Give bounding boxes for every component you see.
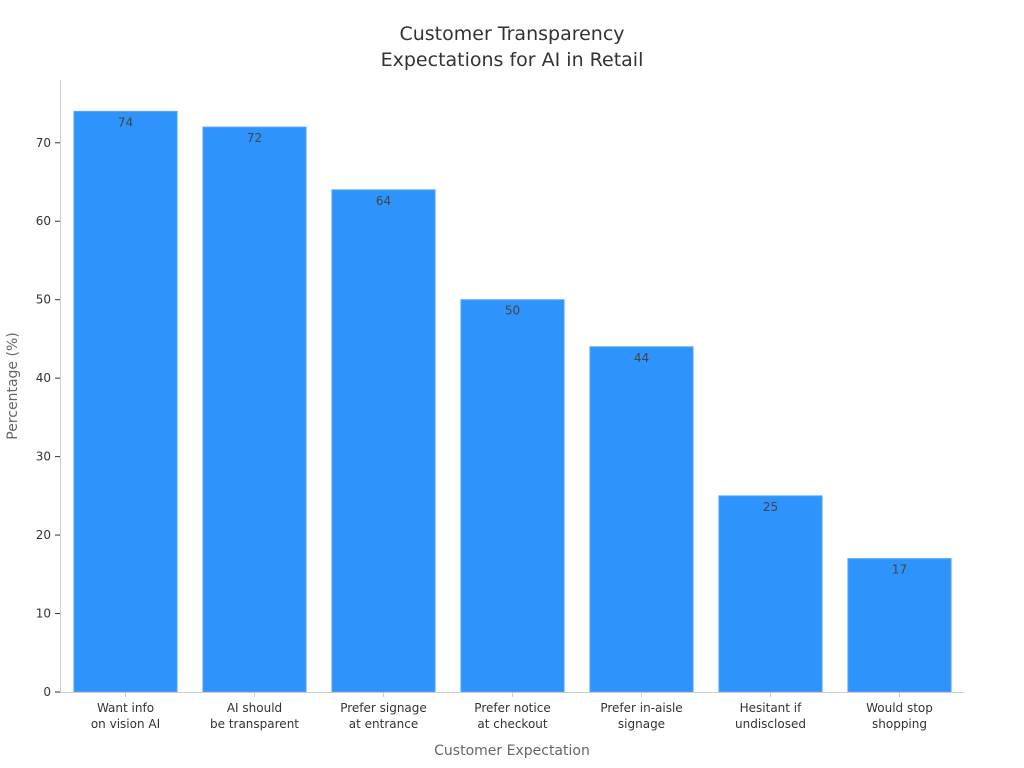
- data-label: 72: [247, 131, 262, 145]
- x-tick-label: shopping: [872, 717, 927, 731]
- chart-title-line-1: Customer Transparency: [399, 23, 624, 45]
- bar: [847, 558, 952, 693]
- y-tick-label: 10: [36, 607, 51, 621]
- bar: [202, 126, 307, 693]
- x-tick-label: signage: [618, 717, 665, 731]
- data-label: 50: [505, 304, 520, 318]
- x-tick-label: Would stop: [866, 701, 933, 715]
- y-tick-label: 20: [36, 528, 51, 542]
- bar: [718, 495, 823, 693]
- data-label: 25: [763, 500, 778, 514]
- bar: [331, 189, 436, 693]
- y-axis-label: Percentage (%): [5, 332, 21, 439]
- bar: [589, 346, 694, 693]
- y-tick-label: 60: [36, 214, 51, 228]
- x-tick-label: undisclosed: [735, 717, 806, 731]
- data-label: 64: [376, 194, 391, 208]
- x-tick-label: at checkout: [477, 717, 548, 731]
- bar: [73, 110, 178, 693]
- data-label: 74: [118, 115, 133, 129]
- x-axis-label: Customer Expectation: [434, 743, 590, 759]
- x-tick-label: Want info: [97, 701, 154, 715]
- x-tick-label: Prefer notice: [474, 701, 550, 715]
- x-tick-label: be transparent: [210, 717, 299, 731]
- y-tick-label: 0: [43, 685, 51, 699]
- x-tick-label: on vision AI: [91, 717, 160, 731]
- bar: [460, 299, 565, 693]
- y-tick-label: 40: [36, 371, 51, 385]
- x-tick-label: Prefer in-aisle: [600, 701, 682, 715]
- chart-title-line-2: Expectations for AI in Retail: [381, 49, 644, 71]
- y-tick-label: 70: [36, 136, 51, 150]
- y-tick-label: 50: [36, 293, 51, 307]
- y-tick-label: 30: [36, 450, 51, 464]
- data-label: 44: [634, 351, 649, 365]
- x-tick-label: AI should: [227, 701, 282, 715]
- x-tick-label: at entrance: [349, 717, 418, 731]
- x-tick-label: Hesitant if: [740, 701, 803, 715]
- data-label: 17: [892, 563, 907, 577]
- x-tick-label: Prefer signage: [340, 701, 427, 715]
